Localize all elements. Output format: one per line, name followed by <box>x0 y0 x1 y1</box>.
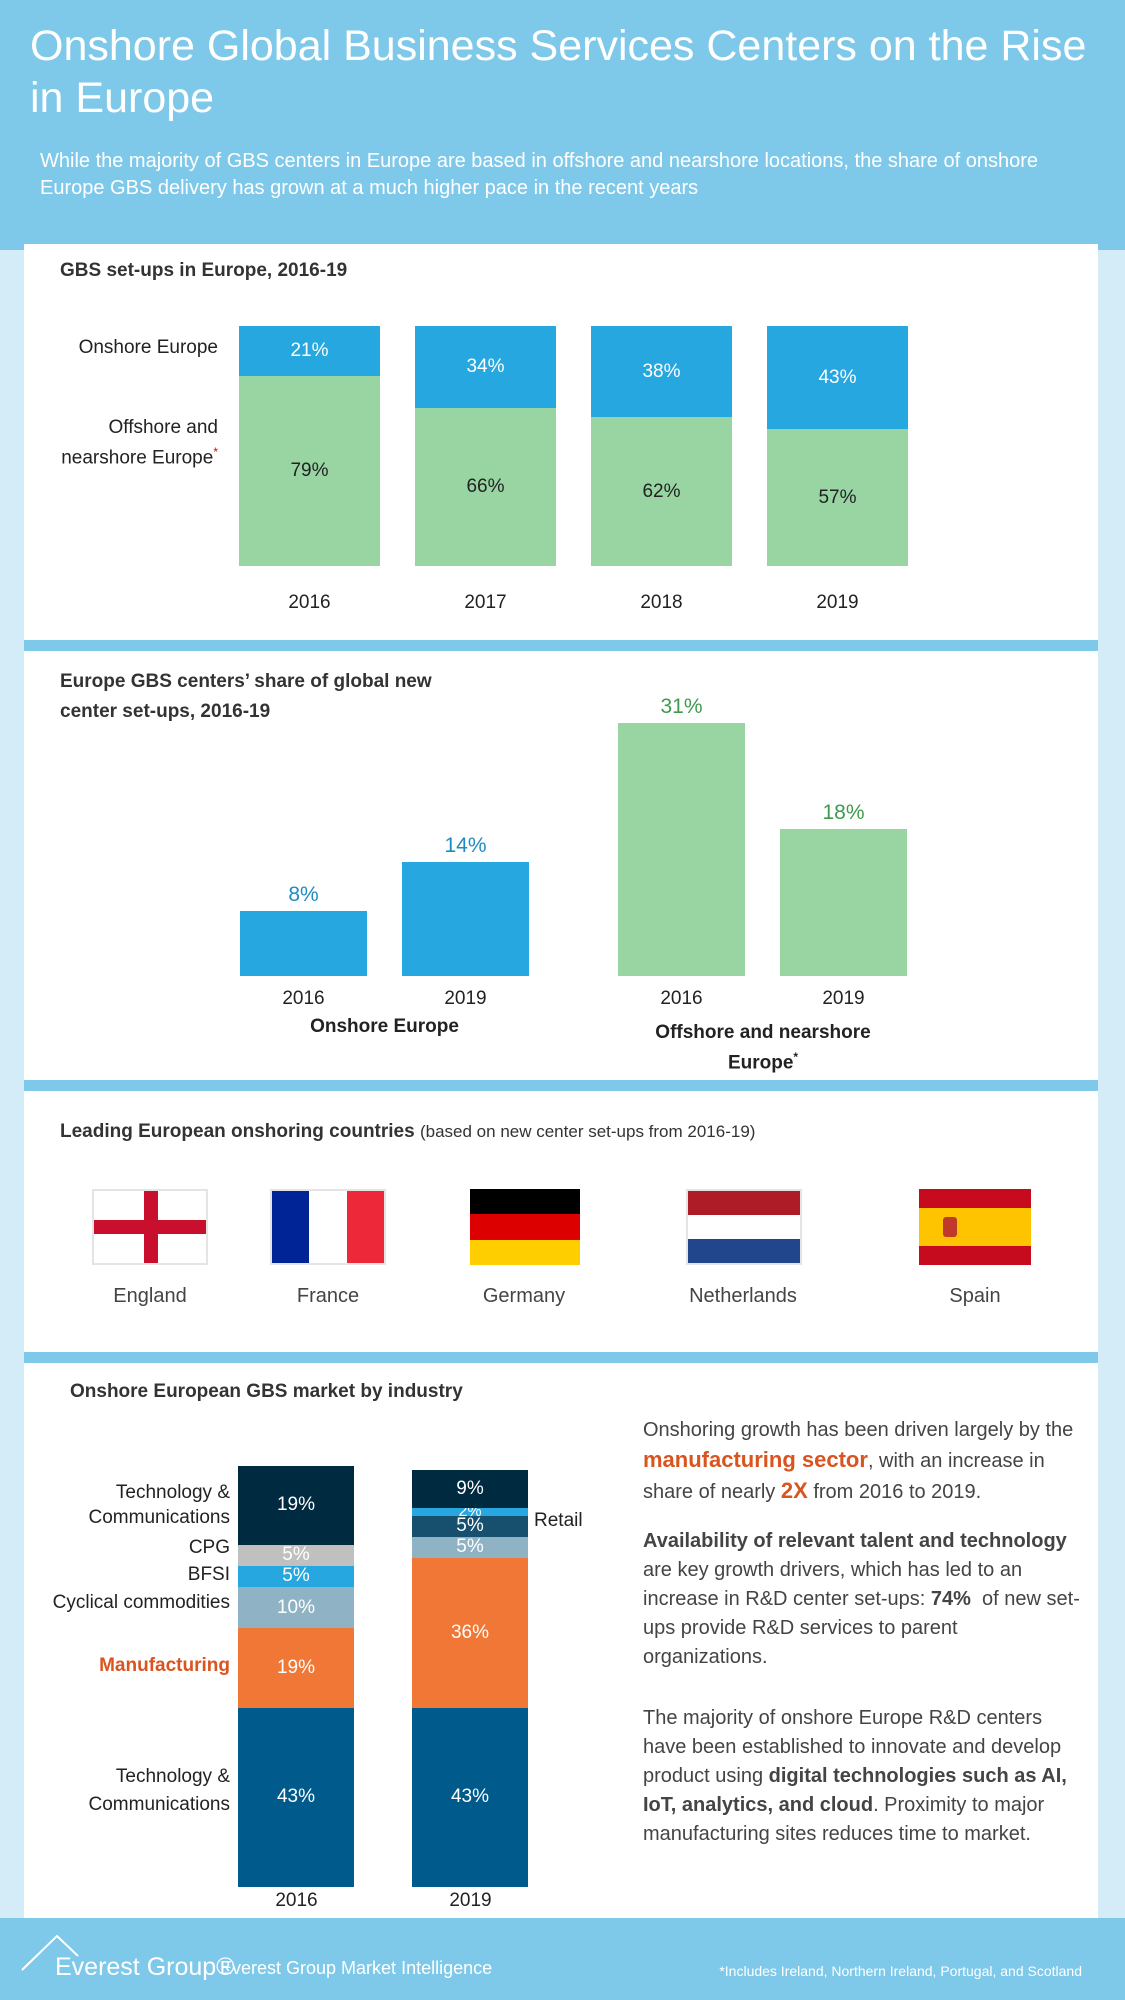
panel-gbs-setups <box>24 244 1098 640</box>
bar-offshore-2016: 79% <box>239 376 380 566</box>
segment-2019: 5% <box>412 1536 528 1558</box>
category-label-retail: Retail <box>534 1510 583 1531</box>
group-label-offshore-text: Offshore and nearshore Europe <box>655 1022 871 1074</box>
category-label: Technology & Communications <box>88 1482 231 1528</box>
divider <box>24 1352 1098 1363</box>
x-tick-2016: 2016 <box>275 1890 318 1911</box>
t: digital technologies such as AI, IoT, an… <box>643 1765 1067 1816</box>
t: Onshoring growth has been driven largely… <box>643 1419 1074 1441</box>
segment-2016: 10% <box>238 1586 354 1629</box>
category-label: Manufacturing <box>99 1655 230 1676</box>
germany-flag-icon <box>470 1189 580 1265</box>
countries-title-text: Leading European onshoring countries <box>60 1121 415 1142</box>
country-england: England <box>113 1285 187 1307</box>
x-tick-2019: 2019 <box>449 1890 492 1911</box>
bar-0-2016 <box>240 910 367 976</box>
x-tick-2019: 2019 <box>816 592 859 613</box>
segment-2016: 19% <box>238 1628 354 1708</box>
t: , with an increase in share of nearly <box>643 1450 1045 1503</box>
footer <box>0 1918 1125 2000</box>
footnote-mark: * <box>213 445 218 459</box>
bar-offshore-2017: 66% <box>415 407 556 566</box>
x-tick-2016: 2016 <box>282 988 325 1009</box>
t: of new set-ups provide R&D services to p… <box>643 1588 1080 1668</box>
footnote: *Includes Ireland, Northern Ireland, Por… <box>719 1963 1082 1979</box>
legend-offshore: Offshore and nearshore Europe* <box>60 415 218 470</box>
t: are key growth drivers, which has led to… <box>643 1559 1023 1610</box>
data-label: 8% <box>288 882 319 906</box>
countries-title: Leading European onshoring countries (ba… <box>60 1121 755 1143</box>
para-3: The majority of onshore Europe R&D cente… <box>643 1704 1083 1849</box>
para-1: Onshoring growth has been driven largely… <box>643 1416 1083 1507</box>
divider <box>24 1080 1098 1091</box>
t: 74% <box>930 1588 971 1610</box>
segment-2016: 19% <box>238 1465 354 1546</box>
segment-2019: 2% <box>412 1503 528 1519</box>
brand-text: Everest Group Market Intelligence <box>220 1958 493 1978</box>
chart3-title: Onshore European GBS market by industry <box>70 1381 463 1402</box>
england-flag-icon <box>92 1189 208 1265</box>
divider <box>24 640 1098 651</box>
x-tick-2019: 2019 <box>444 988 487 1009</box>
segment-2016: 5% <box>238 1565 354 1587</box>
country-netherlands: Netherlands <box>689 1285 797 1307</box>
netherlands-flag-icon <box>686 1189 802 1265</box>
x-tick-2018: 2018 <box>640 592 683 613</box>
t: . Proximity to major manufacturing sites… <box>643 1794 1045 1845</box>
segment-2019: 5% <box>412 1515 528 1537</box>
panel-global-share <box>24 651 1098 1080</box>
everest-logo-icon <box>21 1934 79 1971</box>
category-label: Cyclical commodities <box>52 1592 230 1613</box>
category-label: Technology & Communications <box>88 1766 231 1815</box>
x-tick-2017: 2017 <box>464 592 507 613</box>
header-banner <box>0 0 1125 250</box>
segment-2019: 9% <box>412 1470 528 1508</box>
highlight-manufacturing: manufacturing sector <box>643 1447 868 1472</box>
logo-text: Everest Group® <box>55 1953 235 1981</box>
bar-onshore-2019: 43% <box>767 326 908 430</box>
bar-onshore-2017: 34% <box>415 326 556 408</box>
highlight-2x: 2X <box>780 1478 808 1503</box>
category-label: BFSI <box>187 1564 230 1585</box>
x-tick-2019: 2019 <box>822 988 865 1009</box>
group-label-offshore: Offshore and nearshore Europe* <box>618 1020 908 1075</box>
t: The majority of onshore Europe R&D cente… <box>643 1707 1062 1787</box>
bar-onshore-2018: 38% <box>591 326 732 418</box>
chart2-title: Europe GBS centers’ share of global new … <box>60 671 432 722</box>
commentary: Onshoring growth has been driven largely… <box>643 1416 1083 1869</box>
chart1-title: GBS set-ups in Europe, 2016-19 <box>60 260 348 281</box>
group-label-onshore: Onshore Europe <box>310 1016 459 1037</box>
legend-onshore: Onshore Europe <box>78 337 218 358</box>
bar-1-2019 <box>780 829 907 976</box>
x-tick-2016: 2016 <box>660 988 703 1009</box>
page-subtitle: While the majority of GBS centers in Eur… <box>40 150 1038 199</box>
country-france: France <box>296 1285 360 1307</box>
segment-2016: 5% <box>238 1544 354 1566</box>
country-germany: Germany <box>482 1285 566 1307</box>
bar-offshore-2019: 57% <box>767 429 908 566</box>
countries-note: (based on new center set-ups from 2016-1… <box>419 1122 756 1141</box>
legend-offshore-text: Offshore and nearshore Europe <box>61 417 218 469</box>
t: from 2016 to 2019. <box>807 1481 982 1503</box>
france-flag-icon <box>270 1189 386 1265</box>
page-title: Onshore Global Business Services Centers… <box>30 22 1087 122</box>
category-label: CPG <box>188 1537 230 1558</box>
bar-offshore-2018: 62% <box>591 417 732 566</box>
bar-0-2019 <box>402 861 529 976</box>
data-label: 14% <box>444 833 487 857</box>
x-tick-2016: 2016 <box>288 592 331 613</box>
para-2: Availability of relevant talent and tech… <box>643 1527 1083 1672</box>
segment-2016: 43% <box>238 1707 354 1887</box>
segment-2019: 36% <box>412 1557 528 1708</box>
bar-1-2016 <box>618 723 745 976</box>
spain-flag-icon <box>919 1189 1031 1265</box>
footnote-mark: * <box>793 1050 799 1064</box>
t: Availability of relevant talent and tech… <box>643 1530 1067 1552</box>
data-label: 18% <box>822 801 865 825</box>
data-label: 31% <box>660 695 703 719</box>
segment-2019: 43% <box>412 1707 528 1887</box>
panel-industry <box>24 1363 1098 1918</box>
bar-onshore-2016: 21% <box>239 326 380 377</box>
country-spain: Spain <box>949 1285 1001 1307</box>
